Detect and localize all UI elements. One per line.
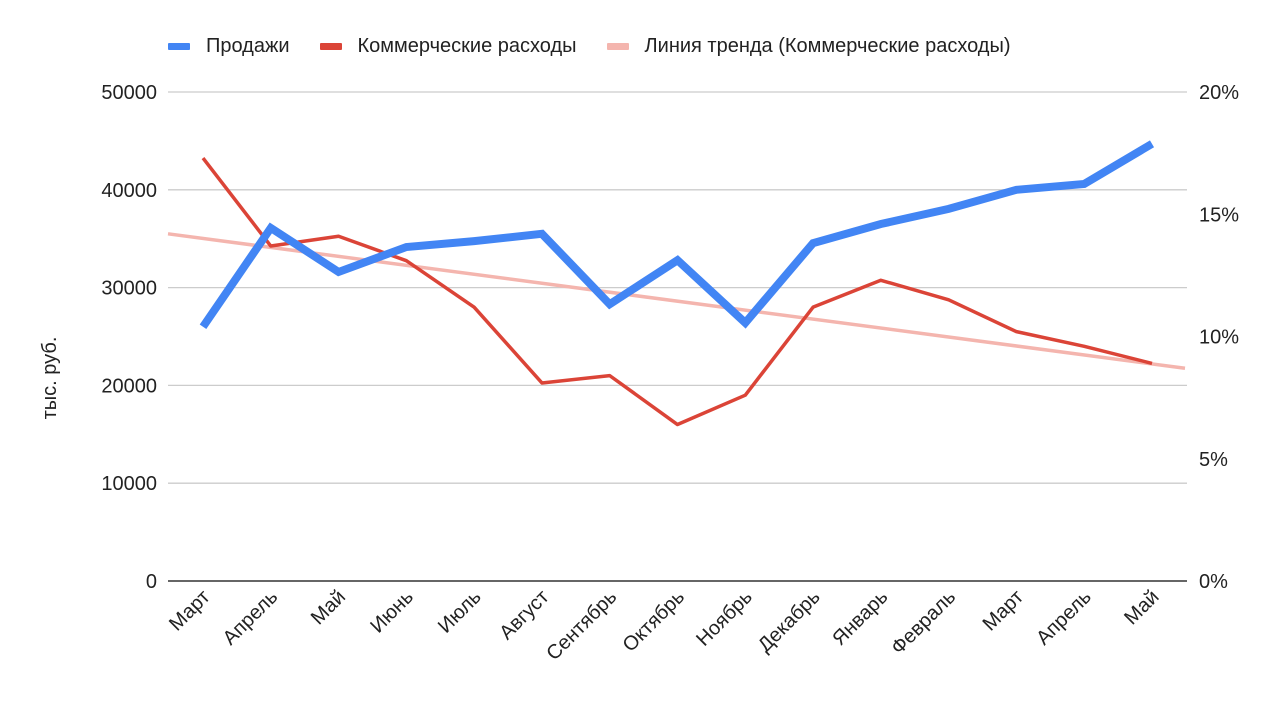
left-tick-label: 50000 <box>101 82 157 104</box>
expenses-line <box>201 156 1153 427</box>
left-axis-ticks: 0 10000 20000 30000 40000 50000 <box>101 82 157 593</box>
right-tick-label: 15% <box>1199 204 1239 226</box>
right-tick-label: 20% <box>1199 82 1239 104</box>
x-tick-label: Март <box>165 586 214 635</box>
legend-label-expenses: Коммерческие расходы <box>357 34 577 57</box>
left-tick-label: 40000 <box>101 180 157 202</box>
right-axis-ticks: 0% 5% 10% 15% 20% <box>1199 82 1239 593</box>
legend-item-expenses[interactable]: Коммерческие расходы <box>319 34 577 58</box>
x-tick-label: Февраль <box>887 586 960 659</box>
right-tick-label: 5% <box>1199 449 1228 471</box>
left-tick-label: 20000 <box>101 375 157 397</box>
left-tick-label: 0 <box>146 571 157 593</box>
left-tick-label: 30000 <box>101 278 157 300</box>
left-tick-label: 10000 <box>101 473 157 495</box>
x-tick-label: Август <box>495 586 553 644</box>
legend-item-trend[interactable]: Линия тренда (Коммерческие расходы) <box>606 34 1011 58</box>
legend-swatch-expenses <box>319 42 342 50</box>
legend-item-sales[interactable]: Продажи <box>168 35 290 58</box>
x-tick-label: Ноябрь <box>692 586 757 651</box>
x-tick-label: Май <box>1120 586 1163 629</box>
legend-swatch-trend <box>606 42 629 50</box>
legend-swatch-sales <box>168 42 190 50</box>
x-tick-label: Октябрь <box>619 586 689 656</box>
chart-legend: Продажи Коммерческие расходы Линия тренд… <box>168 30 1041 62</box>
x-tick-label: Апрель <box>1032 586 1096 650</box>
series-lines <box>167 140 1186 427</box>
legend-label-sales: Продажи <box>206 34 290 57</box>
x-tick-label: Январь <box>828 586 892 650</box>
x-tick-label: Март <box>979 586 1028 635</box>
left-axis-title: тыс. руб. <box>39 337 61 420</box>
right-tick-label: 0% <box>1199 571 1228 593</box>
x-tick-label: Июль <box>434 586 486 638</box>
x-tick-label: Июнь <box>366 586 418 638</box>
right-tick-label: 10% <box>1199 327 1239 349</box>
x-tick-label: Декабрь <box>754 586 825 657</box>
trend-line <box>167 232 1186 371</box>
x-tick-label: Май <box>307 586 350 629</box>
x-tick-label: Апрель <box>219 586 283 650</box>
x-axis-labels: Март Апрель Май Июнь Июль АвгустСентябрьОктяб… <box>165 586 1163 665</box>
x-tick-label: Сентябрь <box>542 586 621 665</box>
legend-label-trend: Линия тренда (Коммерческие расходы) <box>644 34 1011 57</box>
sales-line <box>199 140 1155 329</box>
